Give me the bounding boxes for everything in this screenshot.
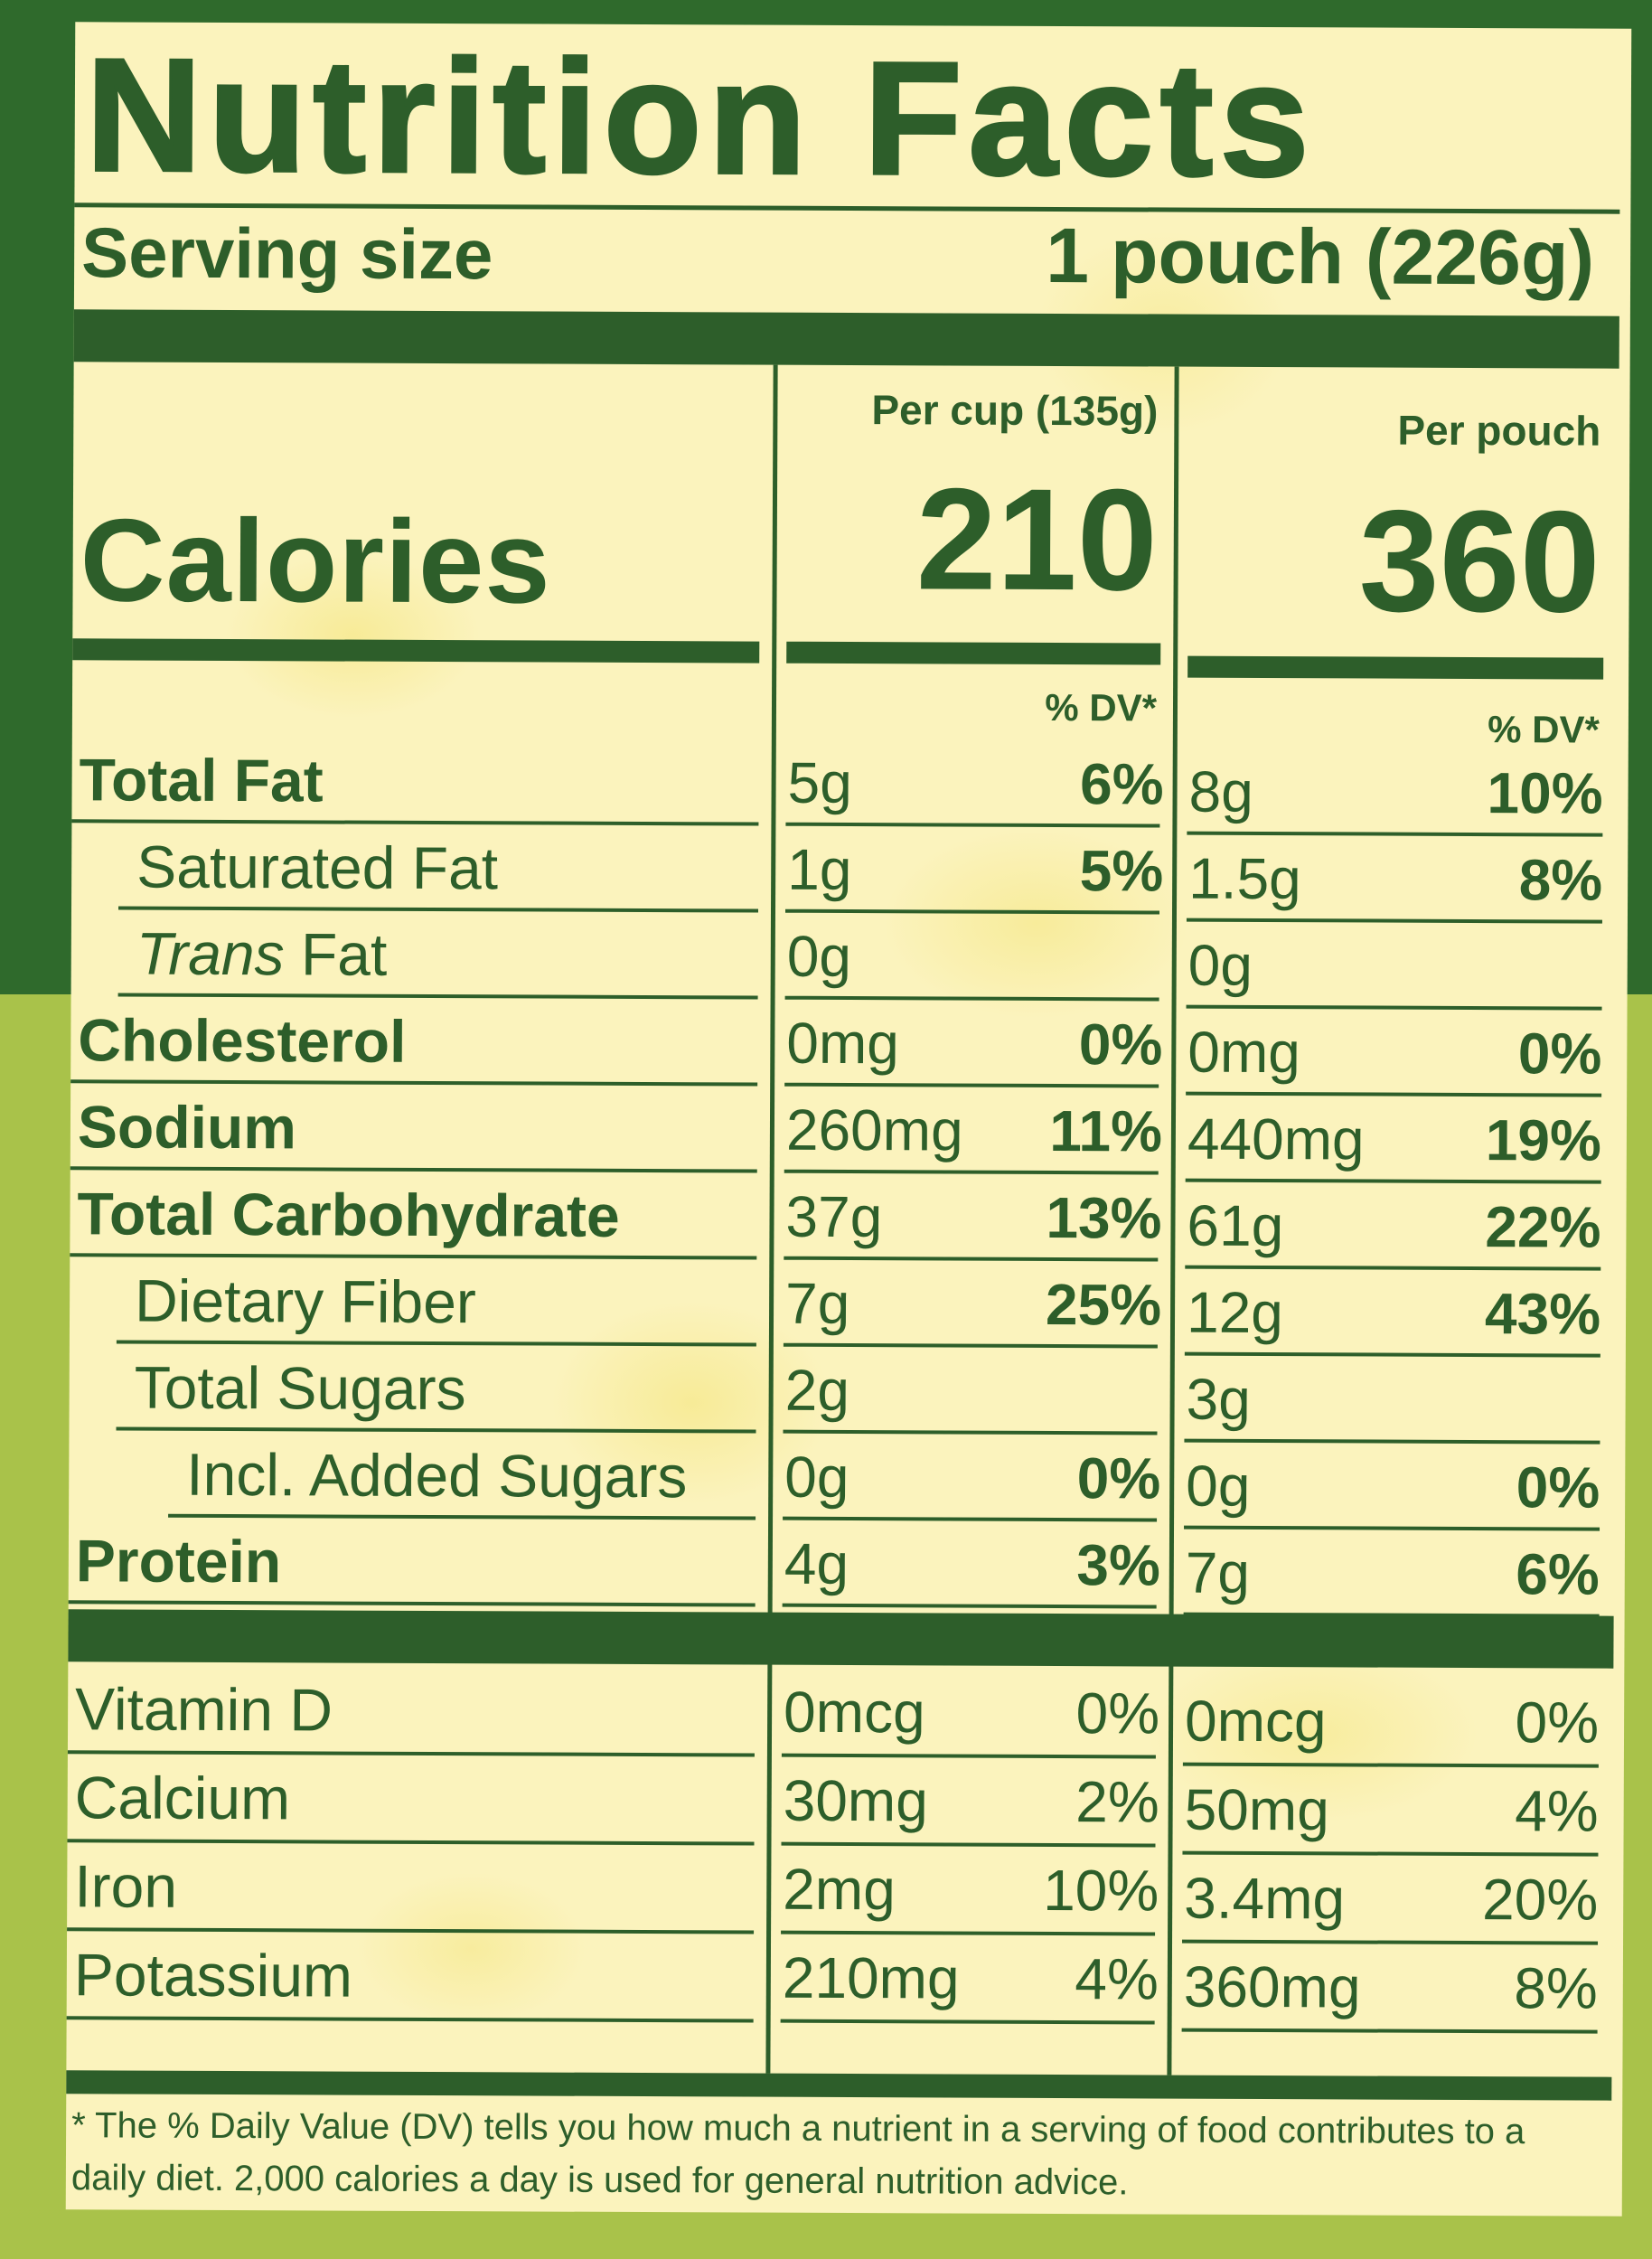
nutrient-pouch-dv: 22% xyxy=(1485,1194,1601,1260)
vitamin-cup-dv: 0% xyxy=(1075,1680,1160,1746)
thick-bar-vitamins xyxy=(68,1609,1614,1669)
nutrient-pouch-dv: 43% xyxy=(1484,1281,1601,1347)
vitamin-pouch-dv: 0% xyxy=(1515,1690,1600,1755)
calories-bar-right xyxy=(1187,655,1604,680)
nutrient-name: Protein xyxy=(75,1527,282,1595)
nutrient-name: Total Carbohydrate xyxy=(77,1180,620,1249)
nutrient-pouch-dv xyxy=(1388,1357,1600,1445)
label-title: Nutrition Facts xyxy=(84,24,1318,212)
nutrient-pouch-amount: 8g xyxy=(1188,758,1253,824)
nutrient-pouch-dv: 0% xyxy=(1516,1454,1600,1520)
nutrient-pouch-amount: 0mg xyxy=(1187,1019,1300,1086)
nutrient-cup-amount: 5g xyxy=(787,749,852,816)
vitamin-cup-dv: 4% xyxy=(1075,1946,1159,2012)
nutrient-pouch-dv: 19% xyxy=(1485,1107,1602,1173)
nutrient-cup-dv: 13% xyxy=(1046,1184,1162,1251)
vitamin-name: Calcium xyxy=(74,1764,291,1832)
nutrient-name: Saturated Fat xyxy=(136,833,499,902)
nutrient-name: Total Fat xyxy=(79,746,324,814)
vitamin-cup-amount: 30mg xyxy=(783,1767,928,1834)
serving-size-label: Serving size xyxy=(80,212,493,295)
nutrient-name: Sodium xyxy=(77,1093,297,1162)
vitamin-rule-mid xyxy=(780,2019,1155,2025)
column-divider-2 xyxy=(1167,366,1179,2075)
nutrient-pouch-dv: 6% xyxy=(1516,1541,1600,1607)
nutrient-cup-amount: 2g xyxy=(784,1357,850,1424)
nutrient-cup-amount: 260mg xyxy=(785,1097,963,1163)
column-divider-1 xyxy=(765,364,778,2074)
nutrient-cup-amount: 1g xyxy=(787,836,852,903)
footnote: * The % Daily Value (DV) tells you how m… xyxy=(70,2105,1525,2203)
vitamin-pouch-amount: 0mcg xyxy=(1184,1688,1327,1755)
vitamin-pouch-amount: 50mg xyxy=(1184,1776,1329,1843)
nutrient-name: Incl. Added Sugars xyxy=(186,1440,688,1511)
vitamin-cup-dv: 10% xyxy=(1043,1857,1159,1924)
nutrient-pouch-dv xyxy=(1391,923,1602,1011)
nutrient-pouch-amount: 0g xyxy=(1187,932,1253,998)
nutrient-pouch-amount: 3g xyxy=(1186,1366,1251,1432)
italic-trans: Trans xyxy=(136,919,285,988)
vitamin-name: Potassium xyxy=(73,1941,353,2010)
thick-bar-bottom xyxy=(66,2070,1612,2101)
nutrient-cup-dv: 6% xyxy=(1079,751,1164,817)
nutrition-facts-label: Nutrition Facts Serving size 1 pouch (22… xyxy=(65,22,1632,2217)
serving-size-value: 1 pouch (226g) xyxy=(1046,212,1595,302)
nutrient-pouch-amount: 61g xyxy=(1187,1192,1284,1259)
nutrient-cup-dv: 11% xyxy=(1049,1097,1163,1164)
dv-header-pouch: % DV* xyxy=(1488,708,1600,751)
nutrient-pouch-amount: 12g xyxy=(1186,1279,1284,1346)
vitamin-cup-amount: 210mg xyxy=(782,1944,960,2011)
nutrient-cup-dv: 25% xyxy=(1045,1271,1162,1338)
nutrient-cup-dv: 5% xyxy=(1079,838,1164,904)
nutrient-pouch-amount: 1.5g xyxy=(1188,845,1301,912)
nutrient-name: Dietary Fiber xyxy=(134,1266,477,1336)
nutrient-cup-amount: 0g xyxy=(784,1444,849,1511)
nutrient-cup-amount: 37g xyxy=(785,1183,883,1250)
calories-label: Calories xyxy=(80,494,552,628)
calories-per-cup: 210 xyxy=(915,457,1159,621)
calories-bar-mid xyxy=(786,641,1161,665)
nutrient-rule-left xyxy=(68,1600,756,1607)
vitamin-rule-right xyxy=(1181,2028,1598,2034)
nutrient-pouch-dv: 8% xyxy=(1518,847,1603,913)
column-header-pouch: Per pouch xyxy=(1397,406,1601,455)
thick-bar-top xyxy=(73,309,1619,369)
nutrient-rule-mid xyxy=(782,1603,1157,1609)
nutrient-cup-dv xyxy=(975,914,1163,1002)
calories-per-pouch: 360 xyxy=(1358,479,1601,643)
vitamin-pouch-dv: 4% xyxy=(1515,1778,1599,1844)
nutrient-cup-amount: 0g xyxy=(786,923,852,990)
vitamin-name: Iron xyxy=(74,1852,178,1920)
nutrient-cup-dv: 0% xyxy=(1076,1445,1161,1511)
nutrient-name: Trans Fat xyxy=(136,919,388,988)
nutrient-name: Total Sugars xyxy=(134,1353,466,1423)
nutrient-cup-amount: 7g xyxy=(784,1270,850,1337)
vitamin-pouch-amount: 360mg xyxy=(1183,1953,1361,2020)
nutrient-pouch-dv: 10% xyxy=(1487,760,1603,826)
nutrient-pouch-dv: 0% xyxy=(1517,1021,1602,1087)
calories-bar-left xyxy=(72,638,760,664)
vitamin-cup-dv: 2% xyxy=(1075,1769,1159,1835)
nutrient-name: Cholesterol xyxy=(78,1006,407,1075)
nutrient-cup-dv: 0% xyxy=(1078,1012,1163,1078)
vitamin-cup-amount: 0mcg xyxy=(783,1679,925,1746)
vitamin-pouch-dv: 20% xyxy=(1481,1867,1599,1933)
nutrient-pouch-amount: 7g xyxy=(1185,1539,1251,1605)
dv-header-cup: % DV* xyxy=(1045,685,1158,729)
nutrient-pouch-amount: 440mg xyxy=(1187,1106,1365,1172)
nutrient-cup-dv xyxy=(972,1348,1160,1435)
nutrient-cup-amount: 4g xyxy=(784,1530,849,1597)
nutrient-cup-amount: 0mg xyxy=(786,1010,900,1077)
vitamin-name: Vitamin D xyxy=(74,1675,333,1744)
nutrient-pouch-amount: 0g xyxy=(1186,1453,1251,1519)
vitamin-pouch-amount: 3.4mg xyxy=(1184,1865,1346,1932)
vitamin-pouch-dv: 8% xyxy=(1514,1955,1598,2021)
nutrient-cup-dv: 3% xyxy=(1076,1532,1161,1598)
vitamin-rule-left xyxy=(66,2016,754,2023)
vitamin-cup-amount: 2mg xyxy=(783,1856,896,1923)
column-header-cup: Per cup (135g) xyxy=(871,386,1159,435)
